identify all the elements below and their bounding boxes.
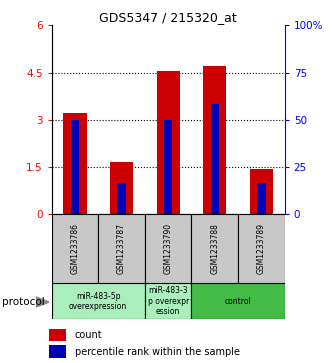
Text: control: control <box>225 297 251 306</box>
Bar <box>238 214 285 283</box>
Bar <box>110 162 133 214</box>
Text: GSM1233790: GSM1233790 <box>164 223 173 274</box>
Bar <box>157 71 180 214</box>
Bar <box>191 283 285 319</box>
Text: GSM1233789: GSM1233789 <box>257 223 266 274</box>
Text: miR-483-5p
overexpression: miR-483-5p overexpression <box>69 291 127 311</box>
Text: miR-483-3
p overexpr
ession: miR-483-3 p overexpr ession <box>148 286 189 316</box>
Bar <box>98 214 145 283</box>
Text: protocol: protocol <box>2 297 44 307</box>
Bar <box>49 345 66 358</box>
Bar <box>52 214 98 283</box>
Title: GDS5347 / 215320_at: GDS5347 / 215320_at <box>99 11 237 24</box>
Bar <box>145 214 191 283</box>
Bar <box>71 120 79 214</box>
Bar <box>63 114 87 214</box>
Text: percentile rank within the sample: percentile rank within the sample <box>75 347 239 356</box>
Bar <box>250 168 273 214</box>
Text: GSM1233786: GSM1233786 <box>70 223 80 274</box>
Polygon shape <box>36 297 49 307</box>
Text: GSM1233788: GSM1233788 <box>210 223 219 274</box>
Bar <box>49 329 66 341</box>
Bar <box>117 183 126 214</box>
Text: count: count <box>75 330 102 340</box>
Bar <box>203 66 226 214</box>
Bar <box>164 120 172 214</box>
Bar <box>210 104 219 214</box>
Bar <box>52 283 145 319</box>
Bar <box>257 183 266 214</box>
Bar <box>191 214 238 283</box>
Text: GSM1233787: GSM1233787 <box>117 223 126 274</box>
Bar <box>145 283 191 319</box>
